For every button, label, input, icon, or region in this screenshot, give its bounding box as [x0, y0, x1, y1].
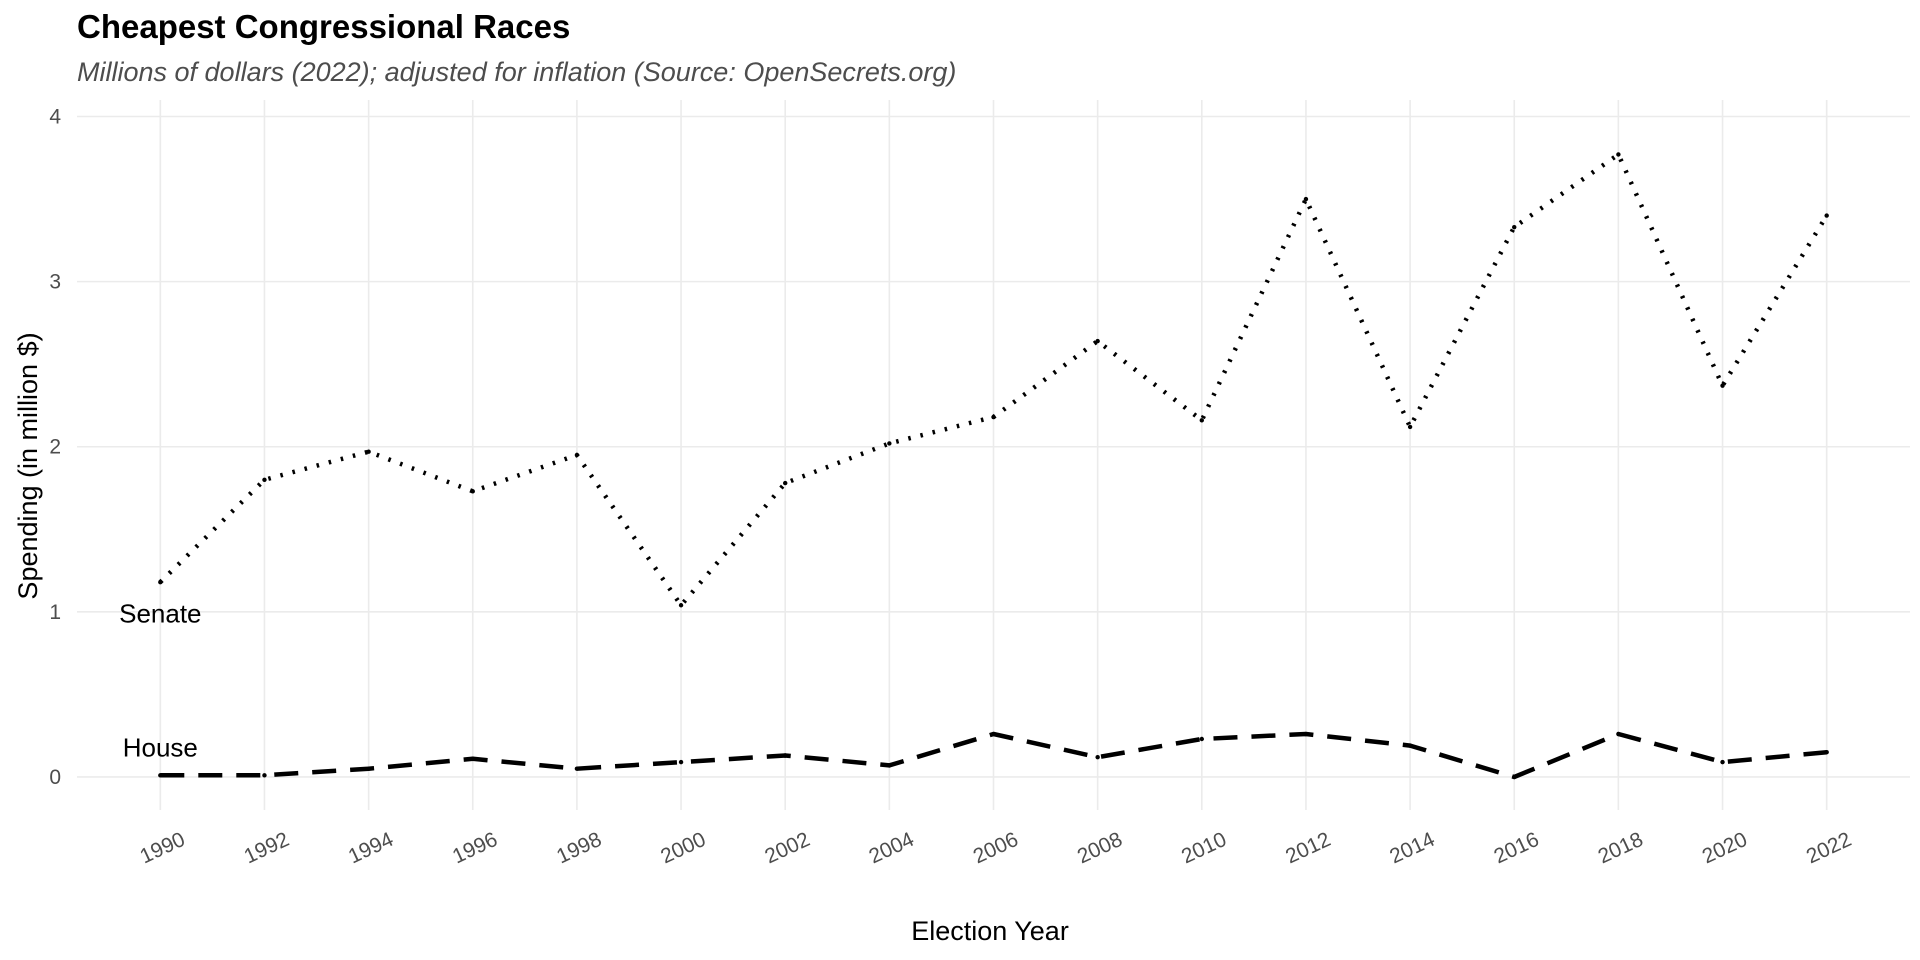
major-gridlines: [77, 100, 1910, 810]
y-tick-label: 4: [49, 106, 61, 129]
x-tick-label: 2020: [1699, 828, 1751, 869]
x-tick-label: 1998: [553, 828, 605, 869]
data-point-senate: [887, 441, 891, 445]
y-tick-label: 2: [49, 436, 61, 459]
series-label-senate: Senate: [119, 599, 201, 629]
y-tick-label: 1: [49, 601, 61, 624]
data-point-house: [1720, 760, 1724, 764]
x-tick-label: 1996: [449, 828, 501, 869]
data-point-house: [158, 773, 162, 777]
data-point-house: [1200, 737, 1204, 741]
data-point-senate: [991, 415, 995, 419]
data-point-house: [1304, 732, 1308, 736]
data-point-house: [262, 773, 266, 777]
y-axis-label: Spending (in million $): [13, 332, 43, 599]
data-point-senate: [158, 580, 162, 584]
data-point-house: [679, 760, 683, 764]
data-point-house: [1408, 743, 1412, 747]
x-tick-label: 2000: [657, 828, 709, 869]
data-point-house: [1095, 755, 1099, 759]
data-point-senate: [1095, 339, 1099, 343]
data-point-house: [366, 767, 370, 771]
y-tick-label: 0: [49, 766, 61, 789]
x-tick-label: 2006: [970, 828, 1022, 869]
x-tick-label: 2018: [1595, 828, 1647, 869]
data-point-house: [1512, 775, 1516, 779]
data-point-senate: [679, 603, 683, 607]
data-point-house: [783, 753, 787, 757]
data-point-senate: [1304, 197, 1308, 201]
data-point-senate: [575, 453, 579, 457]
data-point-house: [471, 757, 475, 761]
data-point-senate: [471, 489, 475, 493]
data-point-senate: [262, 478, 266, 482]
x-tick-label: 2012: [1282, 828, 1334, 869]
x-axis-ticks: 1990 1992 1994 1996 1998 2000 2002 2004 2006 2008…: [137, 828, 1855, 869]
data-point-senate: [1720, 383, 1724, 387]
data-point-senate: [1408, 425, 1412, 429]
x-tick-label: 1994: [345, 828, 397, 869]
x-tick-label: 1992: [241, 828, 293, 869]
x-tick-label: 2008: [1074, 828, 1126, 869]
y-axis-ticks: 0 1 2 3 4: [49, 106, 61, 789]
data-point-house: [1824, 750, 1828, 754]
data-point-house: [991, 732, 995, 736]
x-tick-label: 2004: [866, 828, 918, 869]
data-point-senate: [1616, 152, 1620, 156]
x-tick-label: 1990: [137, 828, 189, 869]
data-point-senate: [1512, 225, 1516, 229]
y-tick-label: 3: [49, 271, 61, 294]
data-point-senate: [1200, 418, 1204, 422]
x-tick-label: 2002: [761, 828, 813, 869]
series-label-house: House: [123, 732, 198, 762]
x-tick-label: 2014: [1386, 828, 1438, 869]
data-point-senate: [783, 481, 787, 485]
x-tick-label: 2022: [1803, 828, 1855, 869]
x-tick-label: 2010: [1178, 828, 1230, 869]
data-point-senate: [1824, 213, 1828, 217]
x-tick-label: 2016: [1490, 828, 1542, 869]
data-point-house: [887, 763, 891, 767]
data-point-senate: [366, 449, 370, 453]
x-axis-label: Election Year: [911, 916, 1069, 946]
data-point-house: [1616, 732, 1620, 736]
data-point-house: [575, 767, 579, 771]
